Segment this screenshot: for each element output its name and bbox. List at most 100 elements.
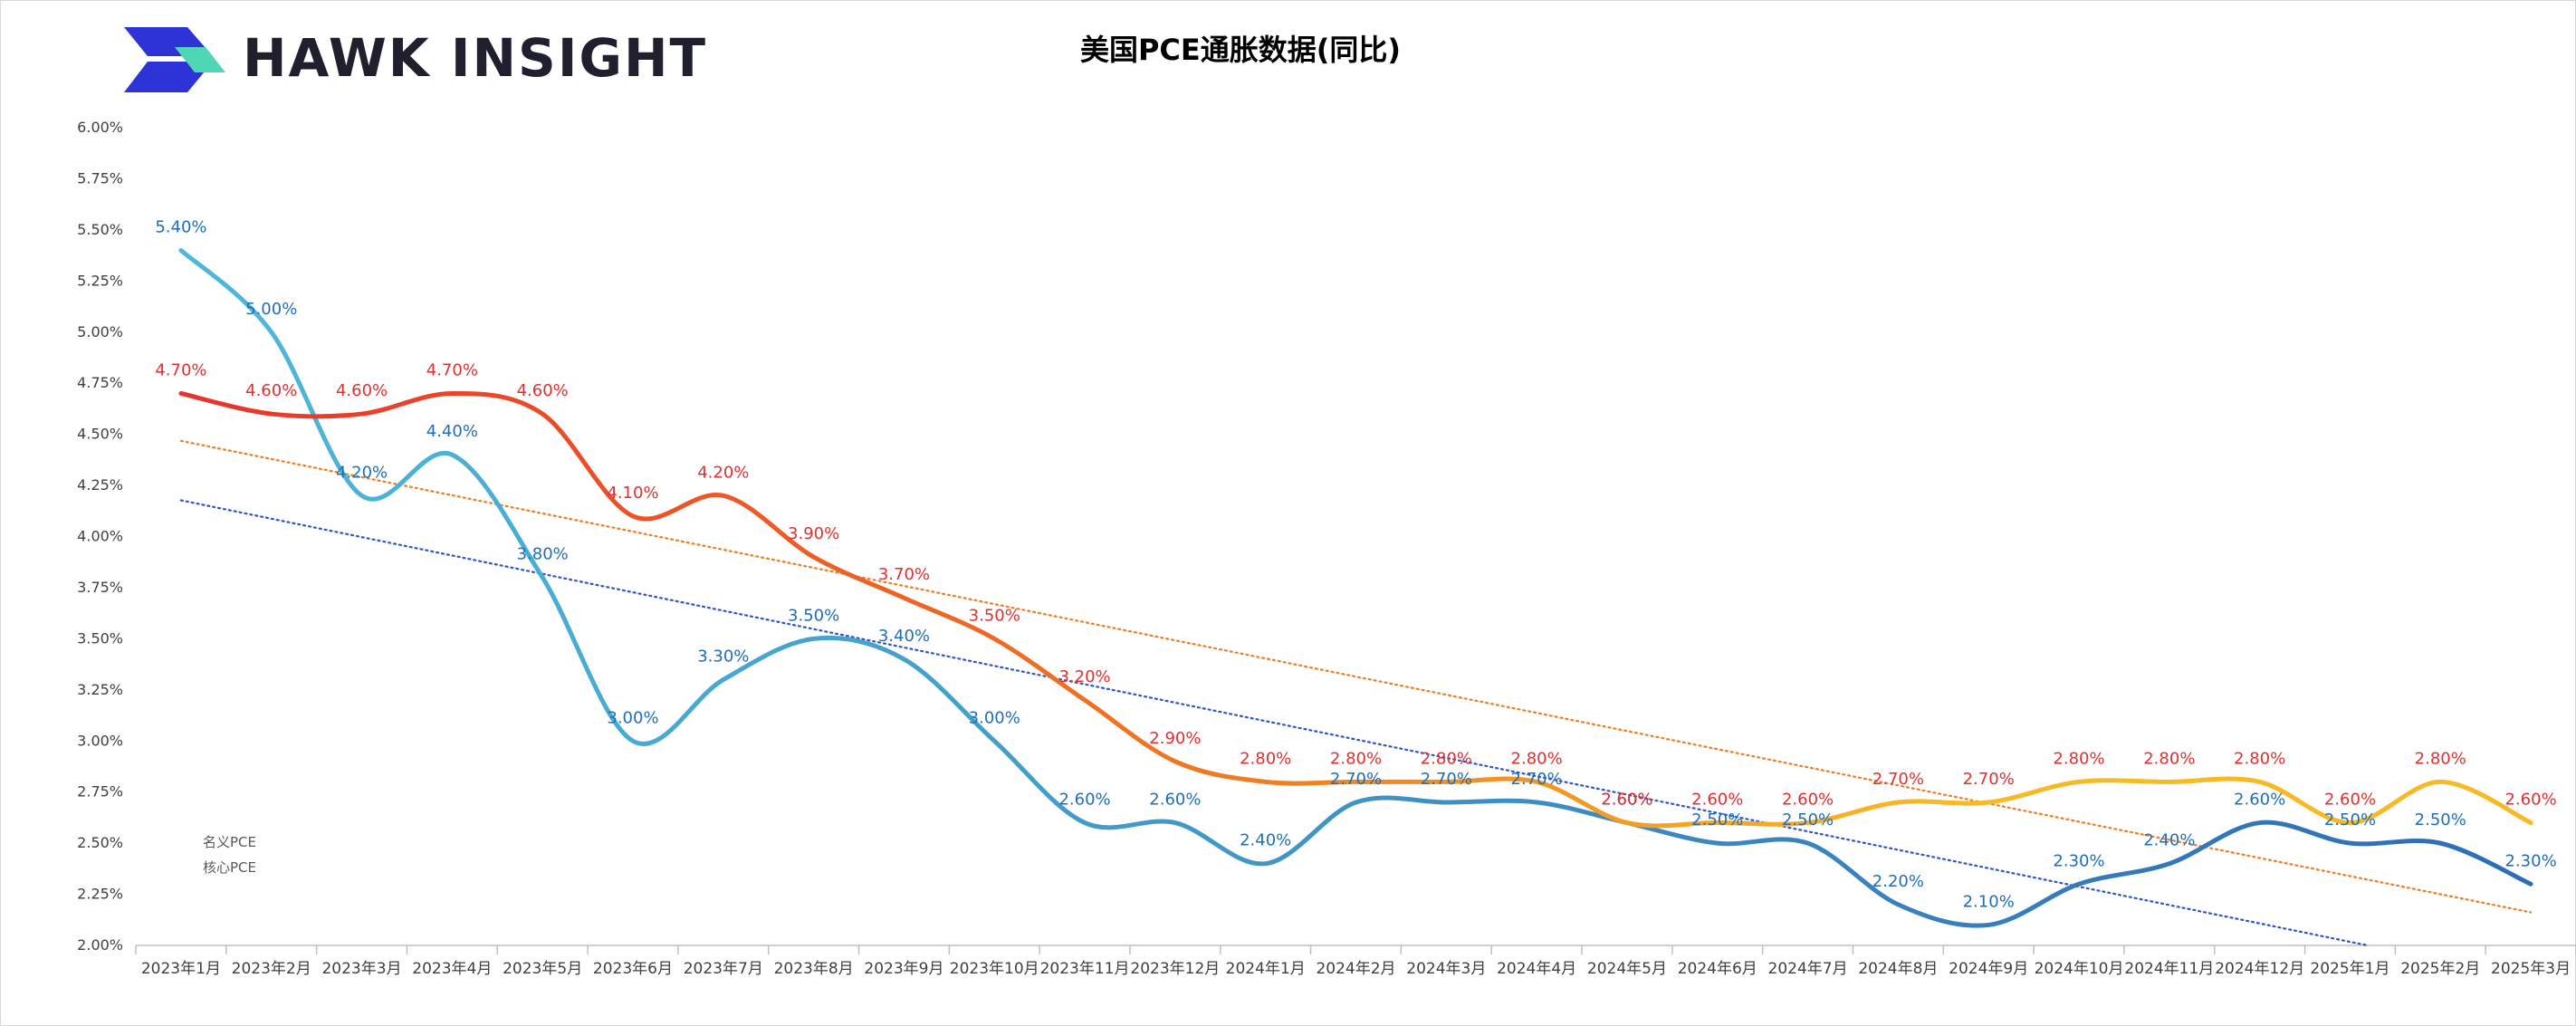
data-label-core: 4.60% <box>517 381 569 400</box>
y-tick-label: 5.00% <box>77 323 123 340</box>
data-label-core: 4.20% <box>697 463 749 482</box>
x-tick-label: 2023年8月 <box>774 960 854 978</box>
data-label-core: 2.80% <box>2053 749 2104 768</box>
x-tick-label: 2023年1月 <box>141 960 221 978</box>
chart-title: 美国PCE通胀数据(同比) <box>1079 33 1402 67</box>
data-label-core: 3.50% <box>969 606 1020 625</box>
data-label-nominal: 2.40% <box>1240 831 1291 850</box>
data-label-core: 3.70% <box>878 565 930 584</box>
data-label-nominal: 2.30% <box>2504 851 2556 870</box>
x-tick-label: 2024年12月 <box>2215 960 2304 978</box>
y-tick-label: 6.00% <box>77 119 123 136</box>
data-label-core: 4.60% <box>245 381 297 400</box>
y-tick-label: 4.00% <box>77 528 123 545</box>
data-label-core: 2.70% <box>1963 770 2015 789</box>
x-axis: 2023年1月 2023年2月 2023年3月 2023年4月 2023年5月 2023年… <box>135 944 2576 978</box>
y-tick-label: 5.50% <box>77 221 123 238</box>
y-tick-label: 3.25% <box>77 681 123 698</box>
data-label-nominal: 3.50% <box>788 606 839 625</box>
x-tick-label: 2023年3月 <box>321 960 401 978</box>
y-axis: 2.00% 2.25% 2.50% 2.75% 3.00% 3.25% 3.50% 3.75%… <box>77 119 123 954</box>
y-tick-label: 4.75% <box>77 374 123 391</box>
data-label-core: 2.60% <box>1601 791 1652 810</box>
data-label-core: 2.60% <box>1782 791 1834 810</box>
trendline-nominal <box>179 499 2370 947</box>
y-tick-label: 5.75% <box>77 169 123 187</box>
data-label-core: 2.80% <box>2234 749 2285 768</box>
y-tick-label: 4.50% <box>77 426 123 443</box>
x-tick-label: 2025年2月 <box>2400 960 2480 978</box>
data-label-nominal: 2.30% <box>2053 851 2104 870</box>
series-line-nominal <box>178 247 2533 928</box>
x-tick-label: 2024年11月 <box>2124 960 2214 978</box>
y-tick-label: 3.00% <box>77 732 123 749</box>
x-tick-label: 2024年3月 <box>1406 960 1486 978</box>
x-tick-label: 2024年10月 <box>2035 960 2124 978</box>
x-tick-label: 2024年2月 <box>1316 960 1395 978</box>
x-tick-label: 2023年5月 <box>503 960 582 978</box>
data-label-nominal: 3.80% <box>517 545 569 564</box>
data-label-core: 4.10% <box>607 484 658 503</box>
x-tick-label: 2025年1月 <box>2310 960 2389 978</box>
data-label-nominal: 3.00% <box>607 708 658 727</box>
data-label-core: 2.80% <box>1330 749 1382 768</box>
data-label-nominal: 2.60% <box>1058 791 1110 810</box>
data-label-nominal: 2.70% <box>1421 770 1472 789</box>
x-tick-label: 2024年8月 <box>1858 960 1938 978</box>
data-label-nominal: 2.50% <box>1691 810 1743 829</box>
series-line-core <box>178 390 2533 829</box>
data-label-core: 2.60% <box>2504 791 2556 810</box>
y-tick-label: 2.25% <box>77 886 123 903</box>
data-label-nominal: 2.70% <box>1330 770 1382 789</box>
data-label-nominal: 3.30% <box>697 647 749 666</box>
data-label-nominal: 2.40% <box>2143 831 2195 850</box>
brand-name: HAWK INSIGHT <box>243 27 708 89</box>
x-tick-label: 2024年9月 <box>1949 960 2028 978</box>
x-tick-label: 2024年6月 <box>1678 960 1757 978</box>
data-label-nominal: 2.50% <box>2324 810 2376 829</box>
x-tick-label: 2023年6月 <box>593 960 673 978</box>
legend: 名义PCE 核心PCE <box>156 834 256 876</box>
data-label-core: 2.80% <box>2415 749 2466 768</box>
y-tick-label: 3.75% <box>77 579 123 596</box>
data-label-nominal: 2.60% <box>2234 791 2285 810</box>
data-label-nominal: 3.00% <box>969 708 1020 727</box>
data-label-core: 3.20% <box>1058 667 1110 686</box>
data-label-nominal: 2.70% <box>1511 770 1563 789</box>
trendlines <box>179 439 2533 947</box>
data-label-core: 2.80% <box>1421 749 1472 768</box>
data-label-core: 2.60% <box>1691 791 1743 810</box>
x-tick-label: 2023年7月 <box>684 960 763 978</box>
data-labels: 5.40% 5.00% 4.20% 4.40% 3.80% 3.00% 3.30% 3.50%… <box>155 217 2556 911</box>
data-label-core: 4.70% <box>155 360 206 379</box>
data-label-core: 4.60% <box>336 381 388 400</box>
x-tick-label: 2023年10月 <box>950 960 1039 978</box>
data-label-nominal: 5.40% <box>155 217 206 236</box>
data-label-core: 3.90% <box>788 524 839 543</box>
data-label-nominal: 2.60% <box>1601 791 1652 810</box>
data-label-nominal: 4.20% <box>336 463 388 482</box>
data-label-nominal: 2.10% <box>1963 892 2015 911</box>
x-tick-label: 2024年7月 <box>1768 960 1848 978</box>
data-label-nominal: 3.40% <box>878 627 930 646</box>
data-label-core: 2.60% <box>2324 791 2376 810</box>
x-tick-label: 2024年1月 <box>1226 960 1306 978</box>
data-label-core: 2.80% <box>1511 749 1563 768</box>
y-tick-label: 2.00% <box>77 936 123 954</box>
data-label-core: 4.70% <box>426 360 478 379</box>
data-label-nominal: 2.60% <box>1149 791 1201 810</box>
y-tick-label: 5.25% <box>77 272 123 289</box>
x-tick-label: 2023年4月 <box>412 960 492 978</box>
y-tick-label: 2.75% <box>77 783 123 801</box>
data-label-nominal: 5.00% <box>245 300 297 319</box>
series-lines <box>178 247 2533 928</box>
data-label-core: 2.80% <box>1240 749 1291 768</box>
y-tick-label: 2.50% <box>77 834 123 851</box>
legend-label-nominal: 名义PCE <box>203 834 256 850</box>
x-tick-label: 2024年5月 <box>1587 960 1667 978</box>
x-tick-label: 2023年2月 <box>232 960 311 978</box>
x-tick-label: 2023年9月 <box>864 960 943 978</box>
data-label-core: 2.70% <box>1872 770 1924 789</box>
data-label-nominal: 2.50% <box>2415 810 2466 829</box>
